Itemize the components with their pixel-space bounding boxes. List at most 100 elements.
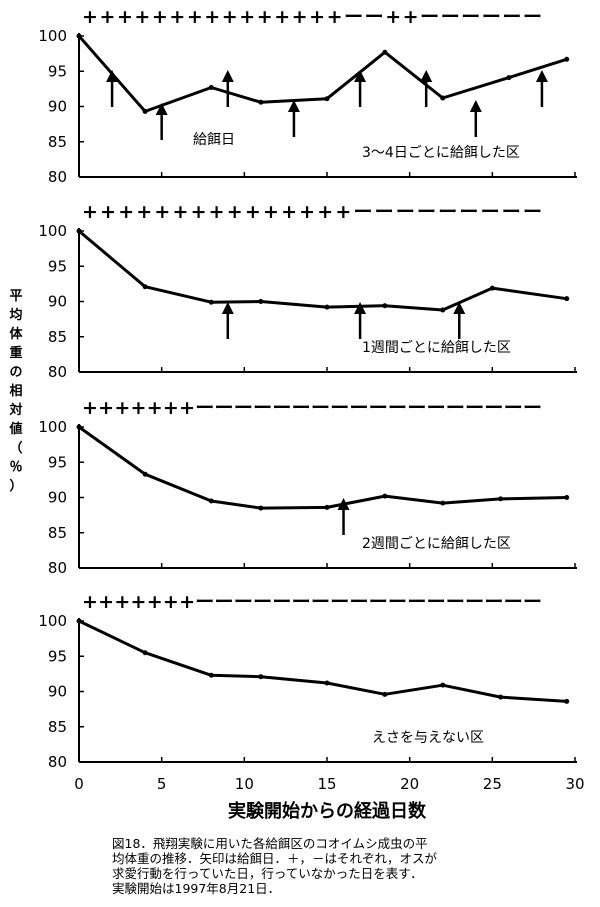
- y-axis-label-char: 重: [9, 345, 22, 361]
- y-tick-label: 95: [48, 62, 67, 80]
- arrow-head: [354, 302, 367, 314]
- y-axis-label-char: の: [9, 365, 22, 380]
- y-axis-label-char: 均: [9, 307, 22, 323]
- caption-line: 均体重の推移．矢印は給餌日．＋，－はそれぞれ，オスが: [112, 851, 438, 866]
- x-tick-label: 10: [235, 775, 254, 793]
- data-point: [382, 493, 388, 499]
- courtship-row: +++++++++++++++ーー++ーーーーーー: [82, 6, 542, 28]
- y-axis-label-char: 平: [9, 289, 22, 304]
- data-point: [564, 495, 570, 500]
- data-point: [382, 49, 388, 55]
- caption-line: 図18．飛翔実験に用いた各給餌区のコオイムシ成虫の平: [112, 836, 428, 851]
- data-point: [324, 504, 330, 510]
- feeding-arrow: [155, 103, 168, 140]
- y-axis-label-char: 相: [9, 383, 22, 399]
- feeding-arrow: [453, 302, 466, 339]
- panel-annotation: 3〜4日ごとに給餌した区: [362, 144, 520, 161]
- arrow-head: [354, 70, 367, 82]
- y-tick-label: 100: [38, 612, 67, 630]
- series-line: [78, 425, 567, 510]
- data-point: [324, 96, 330, 102]
- series-line: [78, 619, 567, 703]
- y-tick-label: 100: [38, 222, 67, 240]
- data-point: [382, 691, 388, 697]
- y-axis-label-char: ）: [9, 478, 22, 494]
- data-point: [76, 618, 82, 624]
- data-point: [258, 674, 264, 680]
- arrow-head: [337, 498, 350, 510]
- y-tick-label: 80: [48, 559, 67, 577]
- y-axis-label-char: 値: [8, 421, 22, 437]
- data-point: [208, 299, 214, 305]
- x-tick-label: 20: [400, 775, 419, 793]
- courtship-row: +++++++ーーーーーーーーーーーーーーーーーー: [82, 397, 542, 419]
- panel-annotation: えさを与えない区: [372, 730, 484, 746]
- arrow-head: [420, 70, 433, 82]
- feeding-arrow: [354, 302, 367, 339]
- y-axis-label-char: 対: [8, 402, 22, 418]
- arrow-head: [453, 302, 466, 314]
- chart-panel: +++++++ーーーーーーーーーーーーーーーーーー 80 85 90 95 100 0 5 10…: [38, 591, 584, 793]
- arrow-head: [287, 100, 300, 112]
- data-point: [324, 304, 330, 310]
- y-axis-label: 平均体重の相対値 （ ％ ）: [8, 289, 23, 494]
- feeding-arrow: [354, 70, 367, 107]
- feeding-arrow: [337, 498, 350, 535]
- data-point: [76, 424, 82, 430]
- caption-line: 求愛行動を行っていた日，行っていなかった日を表す．: [112, 866, 423, 881]
- x-tick-label: 15: [317, 775, 336, 793]
- data-point: [258, 505, 264, 511]
- feeding-arrow: [420, 70, 433, 107]
- y-tick-label: 90: [48, 98, 67, 116]
- y-tick-label: 80: [48, 753, 67, 771]
- y-tick-label: 80: [48, 363, 67, 381]
- arrow-head: [221, 70, 234, 82]
- x-axis-label: 実験開始からの経過日数: [228, 800, 427, 822]
- data-point: [440, 95, 446, 101]
- data-point: [76, 228, 82, 234]
- figure-caption: 図18．飛翔実験に用いた各給餌区のコオイムシ成虫の平 均体重の推移．矢印は給餌日…: [112, 836, 582, 896]
- data-point: [440, 682, 446, 688]
- x-tick-label: 25: [483, 775, 502, 793]
- data-point: [498, 694, 504, 700]
- x-tick-label: 5: [157, 775, 167, 793]
- y-tick-label: 100: [38, 27, 67, 45]
- x-tick-label: 30: [565, 775, 584, 793]
- y-tick-label: 95: [48, 453, 67, 471]
- y-tick-label: 85: [48, 524, 67, 542]
- data-point: [142, 471, 148, 477]
- data-point: [258, 99, 264, 105]
- data-point: [564, 698, 570, 704]
- feeding-arrow: [287, 100, 300, 137]
- y-tick-label: 95: [48, 257, 67, 275]
- y-tick-label: 85: [48, 133, 67, 151]
- y-tick-label: 85: [48, 718, 67, 736]
- y-tick-label: 80: [48, 168, 67, 186]
- arrow-head: [106, 70, 119, 82]
- y-axis-label-char: 体: [9, 326, 23, 342]
- courtship-row: +++++++++++++++ーーーーーーーーー: [82, 201, 542, 223]
- data-point: [382, 303, 388, 309]
- y-tick-label: 90: [48, 293, 67, 311]
- data-point: [208, 84, 214, 90]
- panel-annotation: 2週間ごとに給餌した区: [362, 535, 511, 552]
- feeding-arrow: [221, 70, 234, 107]
- panel-annotation: 1週間ごとに給餌した区: [362, 339, 511, 356]
- arrow-head: [155, 103, 168, 115]
- x-tick-label: 0: [74, 775, 84, 793]
- y-axis-label-char: ％: [9, 460, 22, 475]
- data-point: [440, 307, 446, 313]
- data-point: [142, 650, 148, 656]
- y-tick-label: 90: [48, 489, 67, 507]
- feeding-arrow: [535, 70, 548, 107]
- y-tick-label: 100: [38, 418, 67, 436]
- feeding-arrow: [469, 100, 482, 137]
- data-point: [142, 284, 148, 290]
- data-point: [208, 672, 214, 678]
- y-tick-label: 85: [48, 328, 67, 346]
- data-point: [564, 296, 570, 302]
- chart-panel: +++++++++++++++ーーーーーーーーー 80 85 90 95 100 1週間ごと…: [38, 201, 577, 381]
- y-axis-label-char: （: [9, 440, 22, 456]
- y-tick-label: 95: [48, 647, 67, 665]
